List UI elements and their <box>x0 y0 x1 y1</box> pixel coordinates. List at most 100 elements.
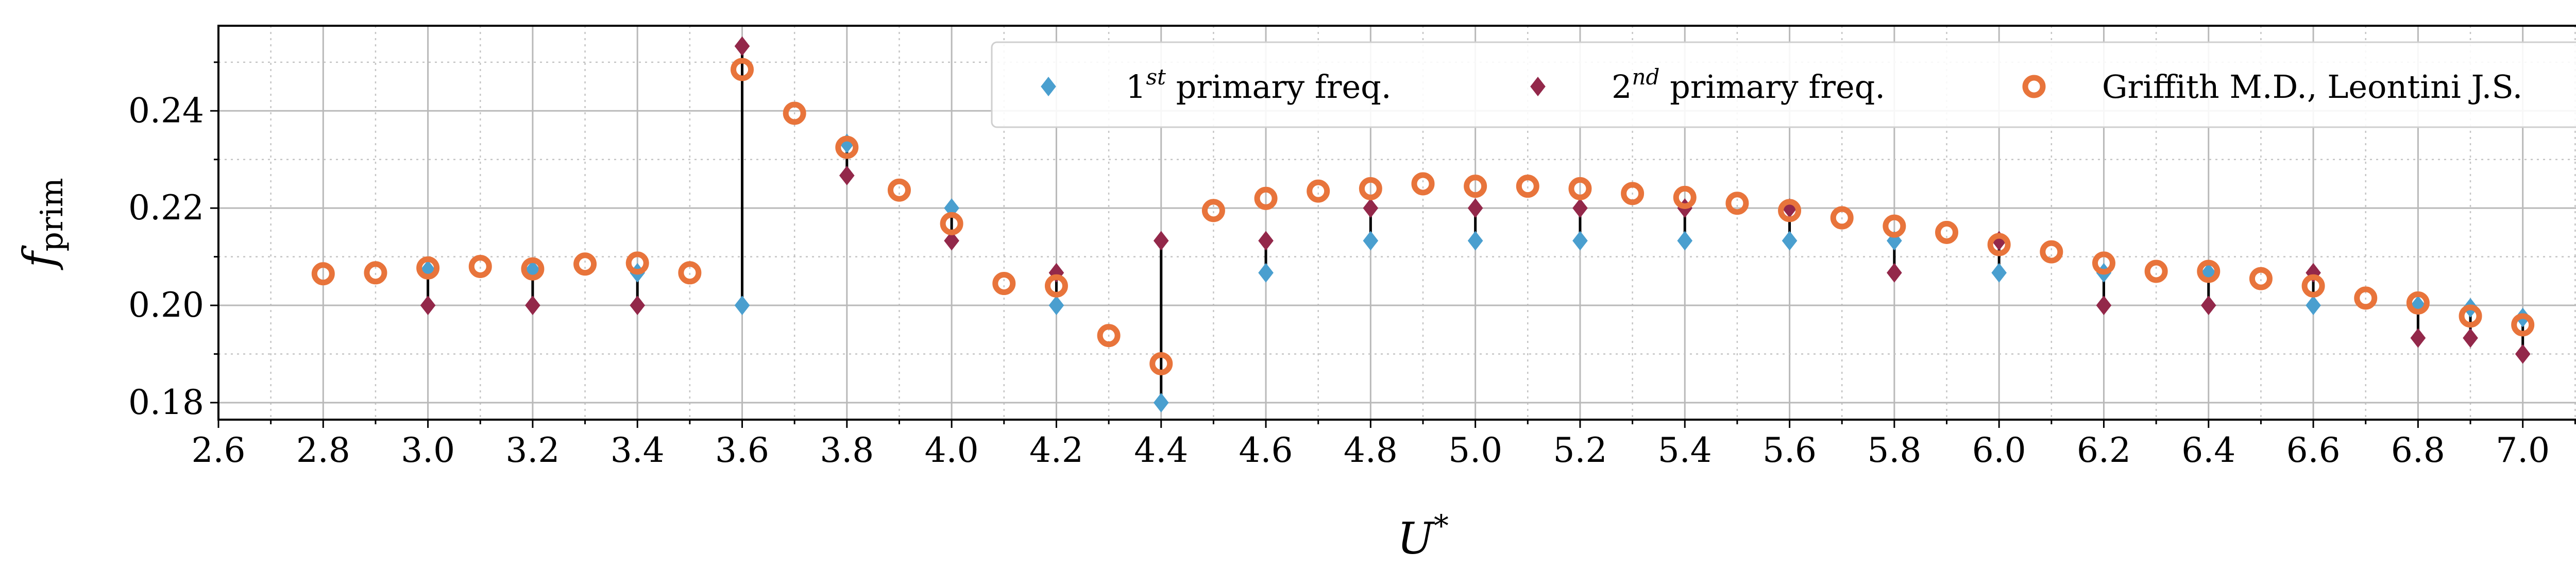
y-tick-label: 0.18 <box>128 383 204 422</box>
series3-point <box>1883 214 1906 238</box>
series3-point <box>1097 324 1121 348</box>
y-tick-label: 0.22 <box>128 188 204 228</box>
series1-point <box>1467 231 1483 251</box>
series3-point <box>521 257 545 281</box>
series3-point <box>2459 304 2482 328</box>
series3-point <box>1359 177 1382 200</box>
series3-point <box>2092 251 2115 275</box>
x-tick-label: 5.4 <box>1658 430 1712 470</box>
x-tick-label: 5.8 <box>1867 430 1921 470</box>
series2-point <box>944 231 959 251</box>
legend-marker-series1 <box>1041 77 1056 96</box>
legend: 1st primary freq. 2nd primary freq. Griffi… <box>991 41 2576 128</box>
x-tick-label: 5.0 <box>1448 430 1502 470</box>
series3-point <box>1568 177 1592 200</box>
series1-point <box>1048 296 1064 316</box>
legend-marker-series2 <box>1530 77 1546 96</box>
x-tick-label: 6.0 <box>1972 430 2026 470</box>
x-tick-label: 6.2 <box>2077 430 2131 470</box>
y-axis-title-subscript: prim <box>34 178 70 251</box>
series1-point <box>1153 392 1169 412</box>
series3-point <box>940 212 963 235</box>
series2-point <box>420 296 436 316</box>
x-tick-label: 4.4 <box>1134 430 1188 470</box>
series3-point <box>2040 240 2063 264</box>
series3-point <box>1516 175 1539 198</box>
legend-label-series1: 1st primary freq. <box>1126 64 1392 106</box>
y-tick-label: 0.24 <box>128 91 204 130</box>
x-axis-title-main: U <box>1397 513 1435 564</box>
series2-point <box>2515 344 2531 364</box>
x-tick-label: 6.6 <box>2286 430 2341 470</box>
series3-point <box>1935 220 1959 244</box>
x-tick-label: 4.2 <box>1029 430 1083 470</box>
y-tick-label: 0.20 <box>128 285 204 325</box>
series3-point <box>1411 172 1435 196</box>
series2-point <box>2200 296 2216 316</box>
x-tick-label: 5.2 <box>1553 430 1607 470</box>
series2-point <box>839 165 855 185</box>
series3-point <box>1987 233 2011 256</box>
series3-point <box>1044 274 1068 298</box>
series3-point <box>1621 182 1645 205</box>
series1-point <box>1258 263 1274 283</box>
x-tick-label: 3.4 <box>611 430 665 470</box>
series3-point <box>835 135 859 159</box>
x-tick-label: 5.6 <box>1762 430 1817 470</box>
series3-point <box>311 262 335 286</box>
series3-point <box>2511 313 2535 337</box>
series2-point <box>1363 198 1379 218</box>
x-tick-label: 6.4 <box>2181 430 2235 470</box>
series3-point <box>2354 286 2378 310</box>
series3-point <box>1725 192 1749 215</box>
legend-label-series1-rest: primary freq. <box>1166 68 1392 106</box>
series3-point <box>1830 206 1854 230</box>
series-marks <box>311 36 2535 412</box>
series3-point <box>364 261 387 285</box>
series3-point <box>992 272 1016 296</box>
legend-label-series2-superscript: nd <box>1632 64 1659 90</box>
series2-point <box>734 36 750 56</box>
series2-point <box>1572 198 1588 218</box>
x-tick-label: 4.0 <box>925 430 979 470</box>
series2-point <box>2096 296 2112 316</box>
x-tick-label: 6.8 <box>2391 430 2445 470</box>
legend-box <box>991 41 2576 128</box>
x-axis-title: U* <box>1397 508 1449 564</box>
series1-point <box>1991 263 2007 283</box>
x-tick-label: 2.6 <box>192 430 246 470</box>
series3-point <box>573 252 597 276</box>
legend-label-series2-number: 2 <box>1612 68 1632 106</box>
series1-point <box>734 296 750 316</box>
legend-label-series2-rest: primary freq. <box>1659 68 1885 106</box>
legend-label-series1-number: 1 <box>1126 68 1146 106</box>
series1-point <box>1677 231 1693 251</box>
series3-point <box>678 261 702 285</box>
x-tick-label: 3.2 <box>505 430 560 470</box>
series3-point <box>1673 185 1697 209</box>
x-tick-label: 7.0 <box>2496 430 2550 470</box>
series3-point <box>2144 260 2168 283</box>
series2-point <box>2463 328 2478 348</box>
x-tick-label: 2.8 <box>296 430 350 470</box>
series3-point <box>1307 179 1330 203</box>
series2-point <box>1467 198 1483 218</box>
legend-marker-series3 <box>2022 75 2046 98</box>
series1-point <box>1572 231 1588 251</box>
series1-point <box>1363 231 1379 251</box>
series3-point <box>1201 199 1225 222</box>
series3-point <box>1464 175 1487 198</box>
legend-label-series3: Griffith M.D., Leontini J.S. <box>2102 68 2522 106</box>
legend-label-series2: 2nd primary freq. <box>1612 64 1885 106</box>
x-tick-label: 3.0 <box>401 430 455 470</box>
legend-label-series1-superscript: st <box>1146 64 1166 90</box>
series3-point <box>2249 267 2273 290</box>
series3-point <box>2406 291 2430 315</box>
series3-point <box>1254 186 1278 210</box>
series3-point <box>416 256 440 280</box>
x-tick-label: 3.8 <box>820 430 874 470</box>
series2-point <box>1258 231 1274 251</box>
series3-point <box>783 101 806 125</box>
series3-point <box>2301 274 2325 298</box>
